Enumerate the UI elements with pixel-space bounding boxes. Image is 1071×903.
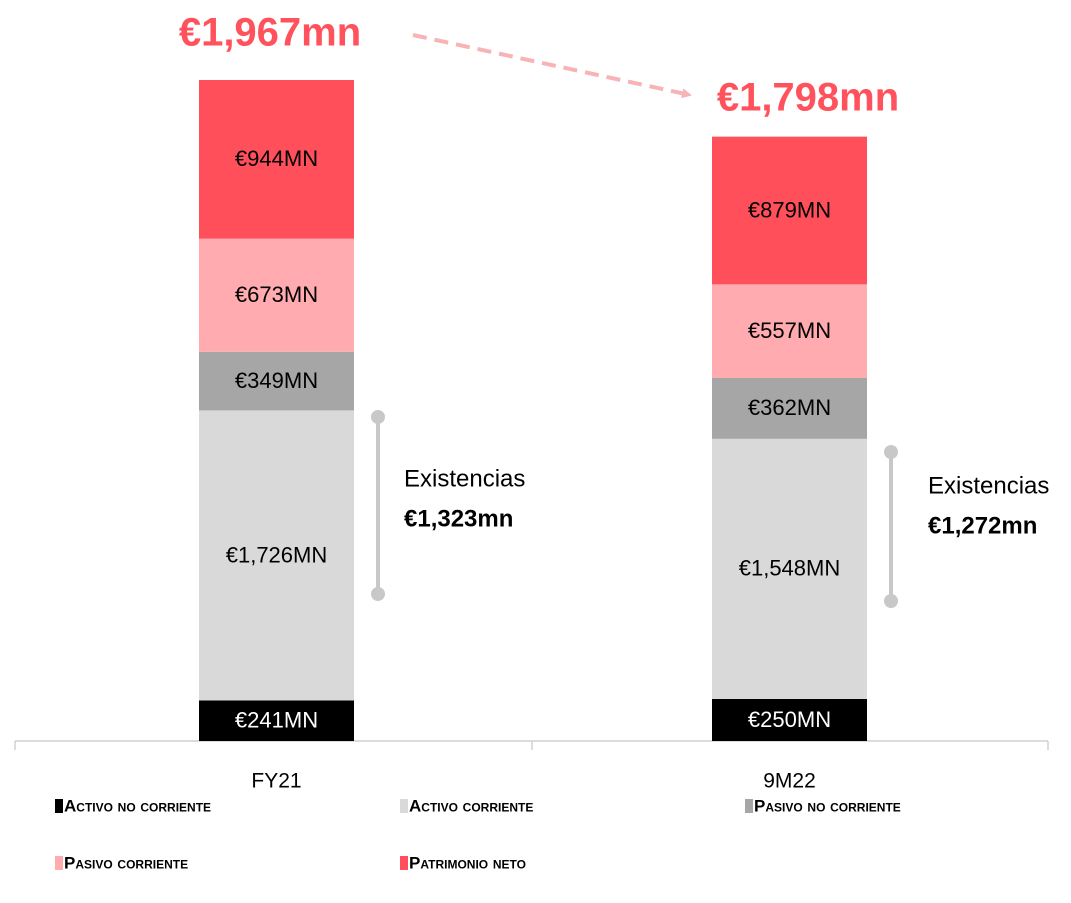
total-label: €1,967mn	[179, 11, 361, 55]
annotation-label: Existencias	[928, 472, 1049, 499]
legend-swatch	[55, 799, 63, 813]
legend-label: Pasivo corriente	[64, 853, 188, 872]
legend-label: Activo corriente	[409, 796, 533, 815]
data-label: €349MN	[235, 368, 318, 393]
data-label: €241MN	[235, 708, 318, 733]
bar-segment	[199, 238, 354, 352]
bar-segment	[712, 698, 867, 741]
data-label: €944MN	[235, 146, 318, 171]
bar-segment	[712, 438, 867, 699]
data-label: €673MN	[235, 282, 318, 307]
data-label: €1,726MN	[226, 542, 328, 567]
bracket-end	[884, 445, 898, 459]
data-label: €250MN	[748, 707, 831, 732]
x-tick-label: FY21	[251, 770, 301, 793]
data-label: €1,548MN	[739, 556, 841, 581]
bar-segment	[199, 351, 354, 411]
bar-segment	[712, 136, 867, 285]
total-arrow	[412, 33, 692, 99]
bracket-end	[884, 594, 898, 608]
bar-segment	[712, 284, 867, 378]
annotation-label: Existencias	[404, 465, 525, 492]
data-label: €557MN	[748, 318, 831, 343]
legend-label: Pasivo no corriente	[754, 796, 901, 815]
x-tick-label: 9M22	[763, 770, 816, 793]
annotation-value: €1,323mn	[404, 505, 513, 532]
legend-swatch	[55, 856, 63, 870]
legend-swatch	[400, 856, 408, 870]
annotation-value: €1,272mn	[928, 512, 1037, 539]
bar-segment	[712, 377, 867, 439]
legend-label: Patrimonio neto	[409, 853, 526, 872]
data-label: €362MN	[748, 395, 831, 420]
bar-segment	[199, 80, 354, 239]
bracket-end	[371, 587, 385, 601]
legend-swatch	[400, 799, 408, 813]
bar-segment	[199, 410, 354, 701]
legend-swatch	[745, 799, 753, 813]
total-label: €1,798mn	[717, 76, 899, 120]
bar-segment	[199, 700, 354, 741]
bracket-end	[371, 410, 385, 424]
legend-label: Activo no corriente	[64, 796, 211, 815]
data-label: €879MN	[748, 197, 831, 222]
